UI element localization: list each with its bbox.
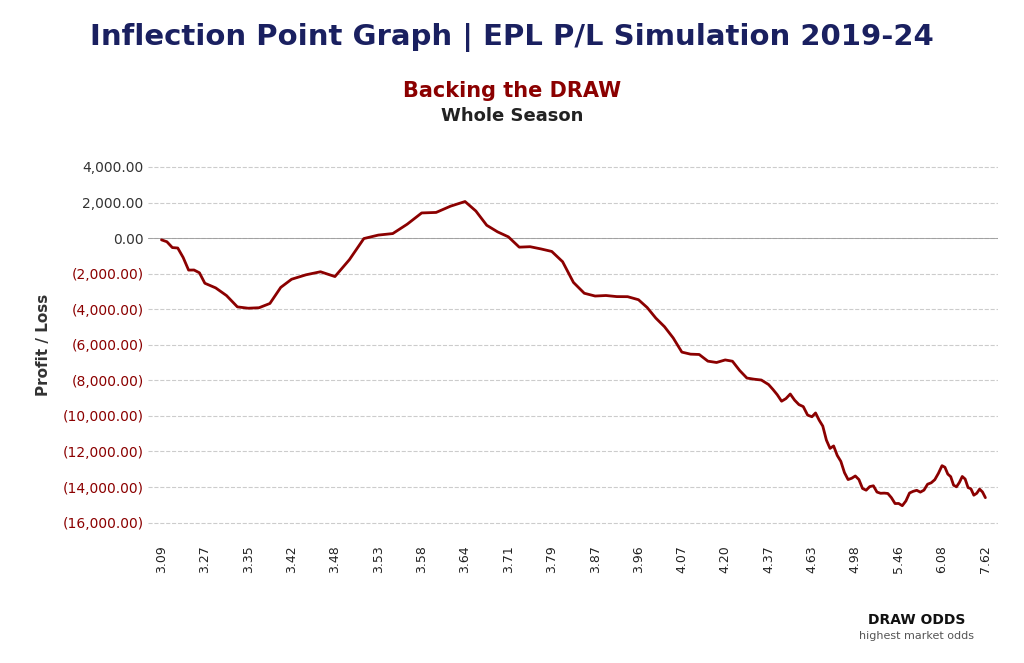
Text: Inflection Point Graph | EPL P/L Simulation 2019-24: Inflection Point Graph | EPL P/L Simulat… bbox=[90, 23, 934, 52]
Text: Whole Season: Whole Season bbox=[440, 107, 584, 125]
Y-axis label: Profit / Loss: Profit / Loss bbox=[37, 294, 51, 396]
Text: DRAW ODDS: DRAW ODDS bbox=[867, 613, 966, 627]
Text: highest market odds: highest market odds bbox=[859, 631, 974, 641]
Text: Backing the DRAW: Backing the DRAW bbox=[402, 81, 622, 101]
